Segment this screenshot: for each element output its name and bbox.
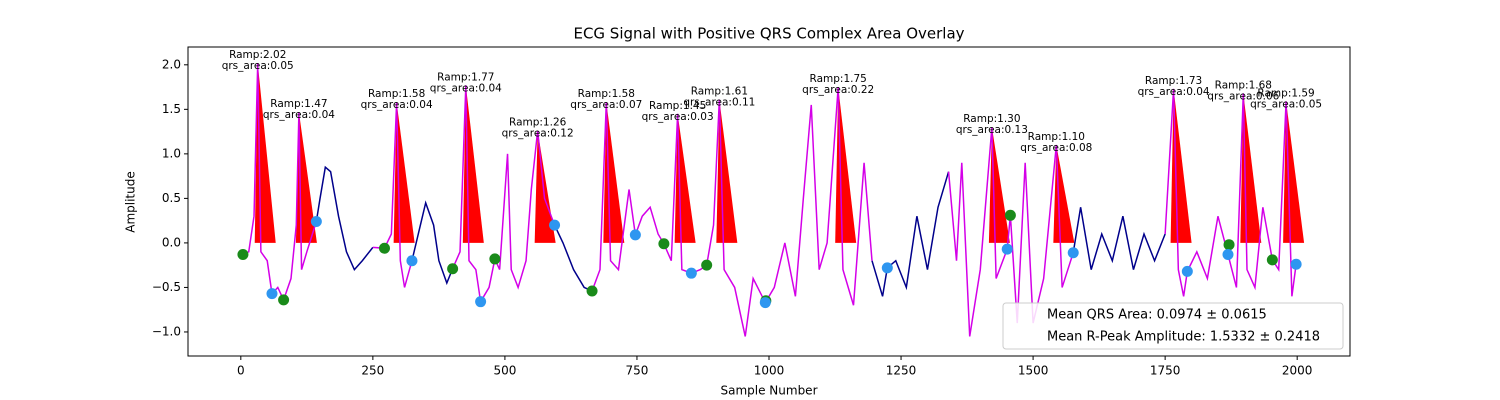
offset-points — [1001, 243, 1013, 255]
onset-points — [278, 294, 290, 306]
qrs-area-label: qrs_area:0.07 — [570, 99, 642, 111]
x-axis-label: Sample Number — [720, 384, 817, 398]
qrs-area-fill — [1170, 88, 1192, 243]
qrs-area-fill — [716, 99, 738, 243]
x-tick-label: 1750 — [1150, 364, 1181, 378]
offset-points — [310, 216, 322, 228]
ramp-label: Ramp:1.26 — [509, 117, 567, 129]
x-tick-label: 750 — [626, 364, 649, 378]
qrs-area-label: qrs_area:0.04 — [263, 109, 335, 121]
onset-points — [378, 242, 390, 254]
offset-points — [1067, 247, 1079, 259]
legend-box — [1002, 302, 1344, 350]
qrs-area-label: qrs_area:0.05 — [222, 60, 294, 72]
qrs-area-fill — [835, 87, 857, 243]
y-tick-label: −0.5 — [152, 280, 181, 294]
x-tick-label: 1500 — [1018, 364, 1049, 378]
offset-points — [475, 296, 487, 308]
x-tick-label: 500 — [493, 364, 516, 378]
offset-points — [1222, 248, 1234, 260]
offset-points — [1290, 258, 1302, 270]
ramp-label: Ramp:1.45 — [649, 100, 706, 112]
ramp-label: Ramp:1.58 — [368, 88, 425, 100]
x-tick-label: 2000 — [1282, 364, 1313, 378]
qrs-area-label: qrs_area:0.22 — [802, 84, 874, 96]
offset-points — [1181, 265, 1193, 277]
ramp-label: Ramp:1.59 — [1257, 87, 1314, 99]
y-tick-label: 1.5 — [162, 102, 181, 116]
x-tick-label: 250 — [361, 364, 384, 378]
ramp-label: Ramp:1.10 — [1028, 131, 1085, 143]
y-tick-label: 0.5 — [162, 191, 181, 205]
signal-line — [240, 63, 1297, 337]
plot-frame — [187, 46, 1351, 357]
onset-points — [1223, 239, 1235, 251]
offset-points — [629, 229, 641, 241]
ramp-label: Ramp:1.75 — [810, 73, 867, 85]
qrs-area-label: qrs_area:0.06 — [1207, 90, 1279, 102]
y-axis-label: Amplitude — [124, 171, 138, 233]
offset-points — [685, 267, 697, 279]
ramp-label: Ramp:1.77 — [437, 71, 494, 83]
onset-points — [701, 259, 713, 271]
legend-entry: Mean R-Peak Amplitude: 1.5332 ± 0.2418 — [1047, 330, 1320, 345]
offset-points — [759, 297, 771, 309]
qrs-area-label: qrs_area:0.04 — [1138, 86, 1210, 98]
y-tick-label: 1.0 — [162, 146, 181, 160]
onset-points — [586, 285, 598, 297]
qrs-area-label: qrs_area:0.11 — [683, 97, 755, 109]
chart-title: ECG Signal with Positive QRS Complex Are… — [573, 25, 964, 43]
y-tick-label: 0.0 — [162, 235, 181, 249]
ramp-label: Ramp:1.61 — [691, 86, 748, 98]
qrs-area-label: qrs_area:0.04 — [361, 99, 433, 111]
x-tick-label: 0 — [237, 364, 245, 378]
qrs-area-fill — [1283, 101, 1305, 243]
onset-points — [1266, 254, 1278, 266]
ramp-label: Ramp:2.02 — [229, 49, 286, 61]
qrs-area-label: qrs_area:0.13 — [956, 124, 1028, 136]
onset-points — [658, 238, 670, 250]
ramp-label: Ramp:1.30 — [963, 113, 1020, 125]
offset-points — [266, 288, 278, 300]
onset-points — [447, 263, 459, 275]
x-tick-label: 1000 — [754, 364, 785, 378]
legend-entry: Mean QRS Area: 0.0974 ± 0.0615 — [1047, 308, 1267, 323]
onset-points — [489, 253, 501, 265]
ramp-label: Ramp:1.47 — [270, 98, 327, 110]
y-tick-label: 2.0 — [162, 57, 181, 71]
qrs-area-label: qrs_area:0.08 — [1020, 142, 1092, 154]
qrs-area-label: qrs_area:0.04 — [430, 82, 502, 94]
qrs-area-label: qrs_area:0.12 — [502, 128, 574, 140]
qrs-area-label: qrs_area:0.05 — [1250, 98, 1322, 110]
qrs-area-label: qrs_area:0.03 — [642, 111, 714, 123]
x-tick-label: 1250 — [886, 364, 917, 378]
onset-points — [1004, 209, 1016, 221]
offset-points — [549, 219, 561, 231]
offset-points — [406, 255, 418, 267]
ramp-label: Ramp:1.68 — [1215, 79, 1272, 91]
ramp-label: Ramp:1.58 — [578, 88, 635, 100]
onset-points — [237, 248, 249, 260]
ramp-label: Ramp:1.73 — [1145, 75, 1202, 87]
y-tick-label: −1.0 — [152, 324, 181, 338]
signal-line — [315, 165, 1166, 297]
offset-points — [881, 262, 893, 274]
